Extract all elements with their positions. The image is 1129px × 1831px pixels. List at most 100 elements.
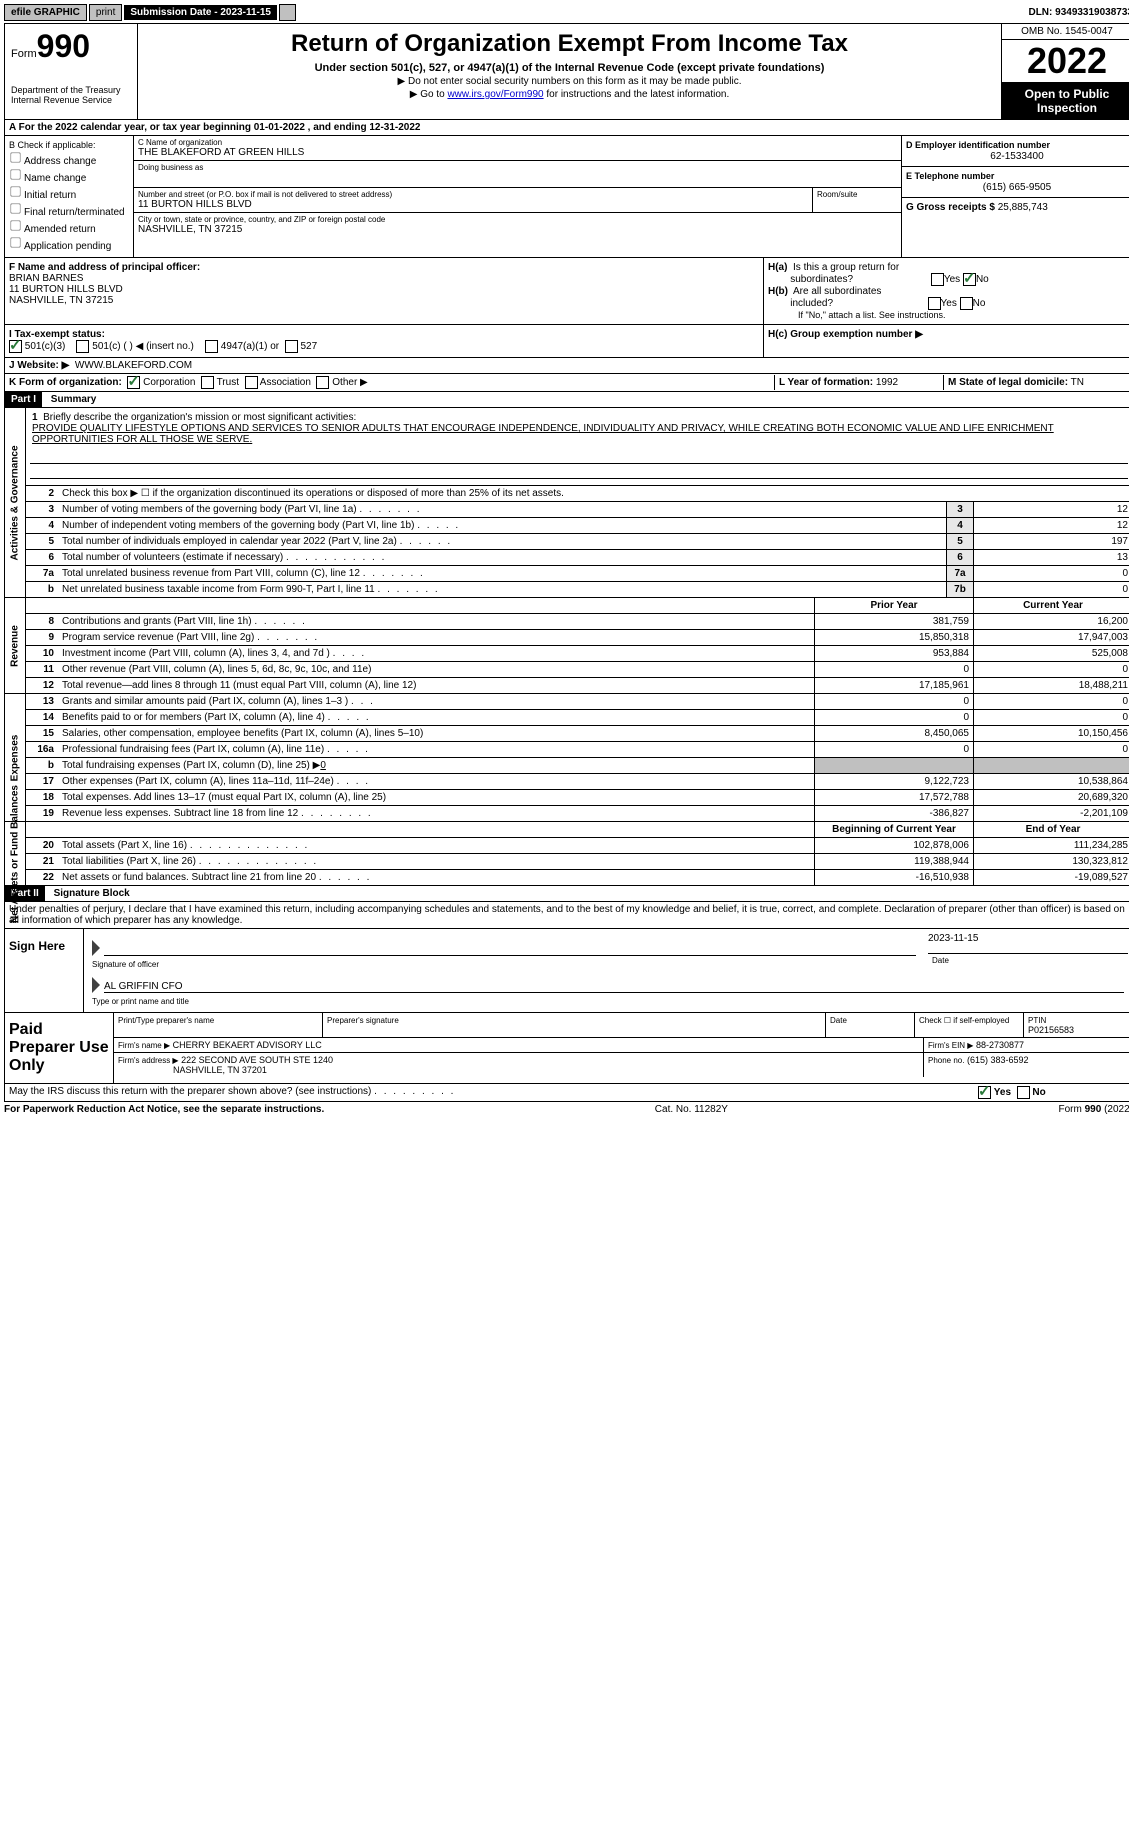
paid-preparer-block: Paid Preparer Use Only Print/Type prepar… — [5, 1013, 1129, 1084]
arrow-icon — [92, 940, 100, 956]
chk-527[interactable] — [285, 340, 298, 353]
ha-no[interactable] — [963, 273, 976, 286]
page-footer: For Paperwork Reduction Act Notice, see … — [4, 1102, 1129, 1117]
discuss-yes[interactable] — [978, 1086, 991, 1099]
l11: Other revenue (Part VIII, column (A), li… — [62, 664, 371, 675]
p13: 0 — [814, 694, 973, 709]
part1-header: Part I Summary — [5, 392, 1129, 408]
period-row: A For the 2022 calendar year, or tax yea… — [5, 120, 1129, 136]
street-value: 11 BURTON HILLS BLVD — [138, 199, 252, 210]
chk-501c3[interactable] — [9, 340, 22, 353]
chk-app-pending[interactable]: Application pending — [9, 236, 129, 252]
c12: 18,488,211 — [973, 678, 1129, 693]
l13: Grants and similar amounts paid (Part IX… — [62, 696, 348, 707]
l5: Total number of individuals employed in … — [62, 536, 397, 547]
org-info-block: B Check if applicable: Address change Na… — [5, 136, 1129, 258]
firm-addr2: NASHVILLE, TN 37201 — [173, 1065, 267, 1075]
c17: 10,538,864 — [973, 774, 1129, 789]
tax-status-label: I Tax-exempt status: — [9, 329, 105, 340]
c19: -2,201,109 — [973, 806, 1129, 821]
chk-address-change[interactable]: Address change — [9, 151, 129, 167]
section-expenses: Expenses 13Grants and similar amounts pa… — [5, 694, 1129, 822]
form-header: Form990 Department of the TreasuryIntern… — [5, 24, 1129, 120]
chk-amended[interactable]: Amended return — [9, 219, 129, 235]
p19: -386,827 — [814, 806, 973, 821]
ha-yes[interactable] — [931, 273, 944, 286]
city-label: City or town, state or province, country… — [138, 215, 897, 224]
col-d: D Employer identification number62-15334… — [901, 136, 1129, 257]
v6: 13 — [973, 550, 1129, 565]
chk-trust[interactable] — [201, 376, 214, 389]
hc-label: H(c) Group exemption number ▶ — [768, 329, 923, 340]
chk-name-change[interactable]: Name change — [9, 168, 129, 184]
gross-value: 25,885,743 — [998, 202, 1048, 213]
firm-name-label: Firm's name ▶ — [118, 1041, 170, 1050]
l20: Total assets (Part X, line 16) — [62, 840, 187, 851]
section-revenue: Revenue Prior YearCurrent Year 8Contribu… — [5, 598, 1129, 694]
p15: 8,450,065 — [814, 726, 973, 741]
l9: Program service revenue (Part VIII, line… — [62, 632, 254, 643]
hb-yes[interactable] — [928, 297, 941, 310]
period-end: 12-31-2022 — [369, 122, 420, 133]
print-button[interactable]: print — [89, 4, 122, 21]
v5: 197 — [973, 534, 1129, 549]
c13: 0 — [973, 694, 1129, 709]
website-value: WWW.BLAKEFORD.COM — [75, 360, 192, 371]
ptin-value: P02156583 — [1028, 1025, 1074, 1035]
officer-printed-name: AL GRIFFIN CFO — [104, 981, 183, 992]
p18: 17,572,788 — [814, 790, 973, 805]
chk-other[interactable] — [316, 376, 329, 389]
tab-revenue: Revenue — [10, 625, 21, 667]
c18: 20,689,320 — [973, 790, 1129, 805]
firm-addr-label: Firm's address ▶ — [118, 1056, 179, 1065]
website-row: J Website: ▶ WWW.BLAKEFORD.COM — [5, 358, 1129, 374]
efile-button[interactable]: efile GRAPHIC — [4, 4, 87, 21]
chk-assoc[interactable] — [245, 376, 258, 389]
top-bar: efile GRAPHIC print Submission Date - 20… — [4, 4, 1129, 21]
chk-4947[interactable] — [205, 340, 218, 353]
c20: 111,234,285 — [973, 838, 1129, 853]
l16b: Total fundraising expenses (Part IX, col… — [62, 760, 320, 771]
v7b: 0 — [973, 582, 1129, 597]
street-label: Number and street (or P.O. box if mail i… — [138, 190, 808, 199]
dln-label: DLN: 93493319038733 — [1028, 7, 1129, 18]
discuss-no[interactable] — [1017, 1086, 1030, 1099]
col-b-header: B Check if applicable: — [9, 140, 129, 150]
beg-hdr: Beginning of Current Year — [814, 822, 973, 837]
p10: 953,884 — [814, 646, 973, 661]
part2-header: Part II Signature Block — [5, 886, 1129, 902]
v4: 12 — [973, 518, 1129, 533]
submission-date-label: Submission Date - 2023-11-15 — [124, 5, 277, 20]
firm-ein-label: Firm's EIN ▶ — [928, 1041, 973, 1050]
v7a: 0 — [973, 566, 1129, 581]
firm-phone: (615) 383-6592 — [967, 1055, 1029, 1065]
hb-no[interactable] — [960, 297, 973, 310]
form-body: Form990 Department of the TreasuryIntern… — [4, 23, 1129, 1102]
v3: 12 — [973, 502, 1129, 517]
sig-date-label: Date — [928, 954, 1128, 967]
year-formation-label: L Year of formation: — [779, 377, 873, 388]
sig-date-value: 2023-11-15 — [928, 933, 1128, 954]
chk-initial-return[interactable]: Initial return — [9, 185, 129, 201]
c15: 10,150,456 — [973, 726, 1129, 741]
chk-corp[interactable] — [127, 376, 140, 389]
l15: Salaries, other compensation, employee b… — [62, 728, 423, 739]
p21: 119,388,944 — [814, 854, 973, 869]
form-subtitle: Under section 501(c), 527, or 4947(a)(1)… — [142, 62, 997, 74]
c9: 17,947,003 — [973, 630, 1129, 645]
officer-addr1: 11 BURTON HILLS BLVD — [9, 284, 123, 295]
p8: 381,759 — [814, 614, 973, 629]
officer-name: BRIAN BARNES — [9, 273, 83, 284]
chk-501c[interactable] — [76, 340, 89, 353]
part1-label: Part I — [5, 392, 42, 407]
chk-final-return[interactable]: Final return/terminated — [9, 202, 129, 218]
footer-right: Form 990 (2022) — [1059, 1104, 1129, 1115]
mission-label: Briefly describe the organization's miss… — [43, 412, 356, 423]
form-label: Form — [11, 48, 37, 60]
room-label: Room/suite — [817, 190, 897, 199]
year-formation-value: 1992 — [876, 377, 898, 388]
irs-link[interactable]: www.irs.gov/Form990 — [447, 89, 543, 100]
form-org-label: K Form of organization: — [9, 377, 122, 388]
prep-name-label: Print/Type preparer's name — [118, 1016, 214, 1025]
l10: Investment income (Part VIII, column (A)… — [62, 648, 330, 659]
